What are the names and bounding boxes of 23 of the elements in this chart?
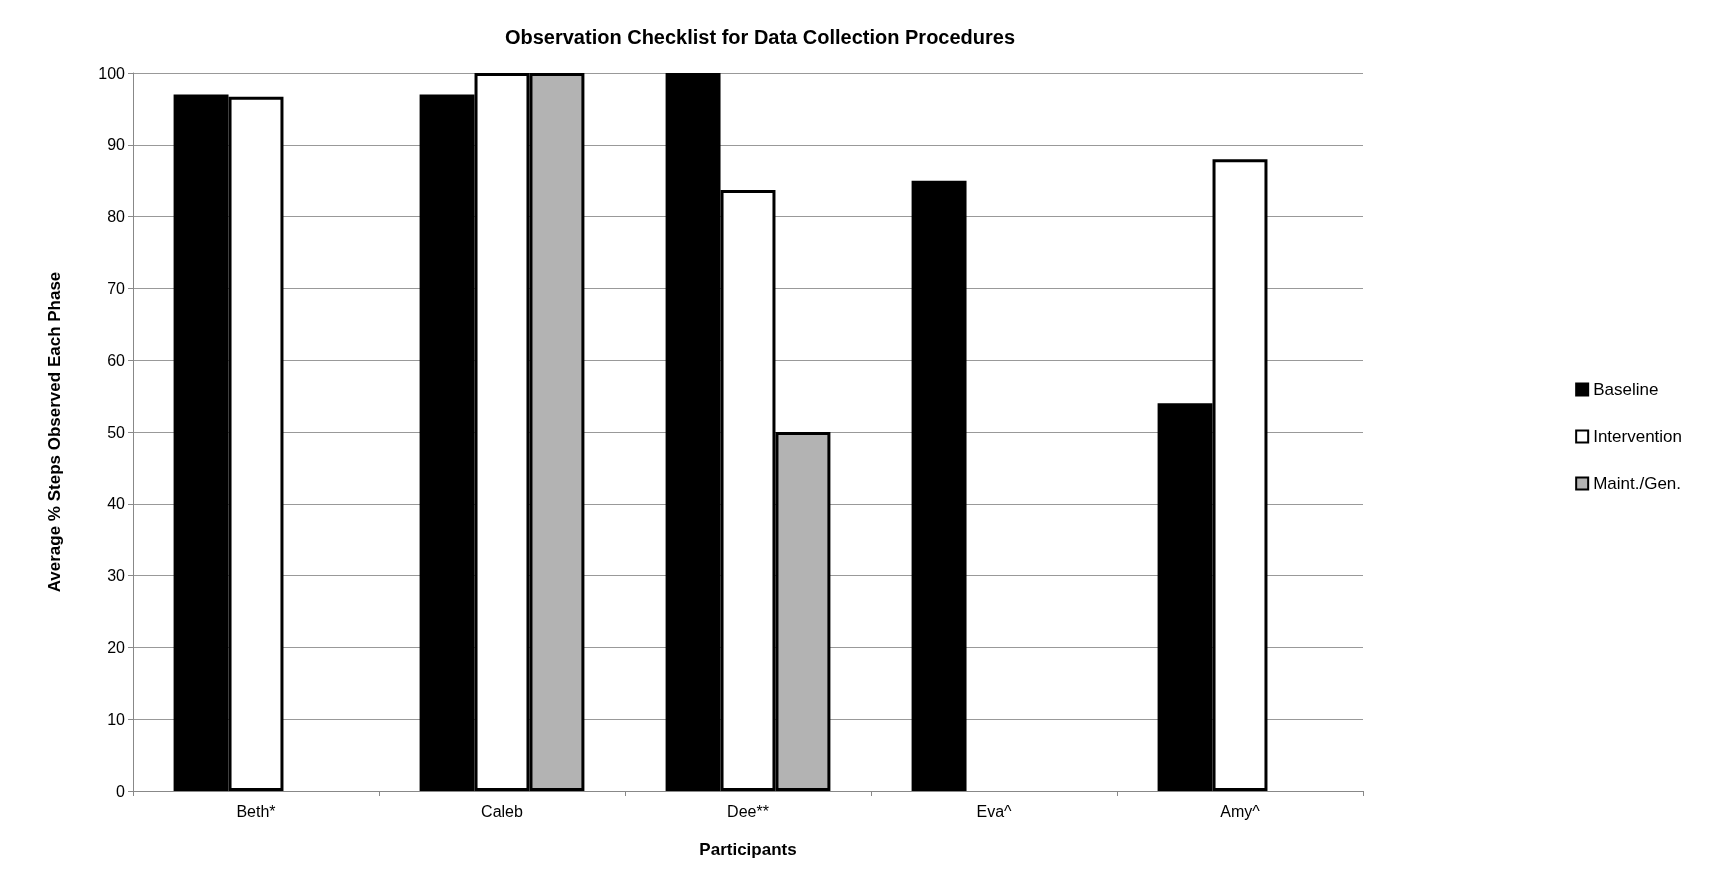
x-tick-label: Dee** bbox=[727, 802, 769, 820]
y-tick-label: 100 bbox=[98, 64, 126, 82]
y-tick-label: 10 bbox=[107, 710, 126, 728]
x-tick-label: Amy^ bbox=[1220, 802, 1261, 820]
y-axis-title: Average % Steps Observed Each Phase bbox=[45, 271, 64, 593]
legend-label: Baseline bbox=[1593, 380, 1659, 399]
y-tick-label: 40 bbox=[107, 495, 126, 513]
y-tick-label: 60 bbox=[107, 351, 126, 369]
y-tick-label: 20 bbox=[107, 638, 126, 656]
y-tick-label: 50 bbox=[107, 423, 126, 441]
x-tick-label: Caleb bbox=[481, 802, 523, 820]
y-tick-label: 30 bbox=[107, 567, 126, 585]
y-tick-label: 80 bbox=[107, 208, 126, 226]
x-tick-label: Eva^ bbox=[976, 802, 1013, 820]
x-axis-title: Participants bbox=[699, 840, 797, 859]
y-tick-label: 70 bbox=[107, 279, 126, 297]
y-tick-label: 90 bbox=[107, 136, 126, 154]
legend-label: Intervention bbox=[1593, 427, 1683, 446]
x-tick-label: Beth* bbox=[236, 802, 276, 820]
chart-title: Observation Checklist for Data Collection Procedures bbox=[504, 26, 1016, 48]
y-tick-label: 0 bbox=[116, 782, 126, 800]
bar bbox=[911, 180, 967, 791]
legend-label: Maint./Gen. bbox=[1593, 474, 1682, 493]
